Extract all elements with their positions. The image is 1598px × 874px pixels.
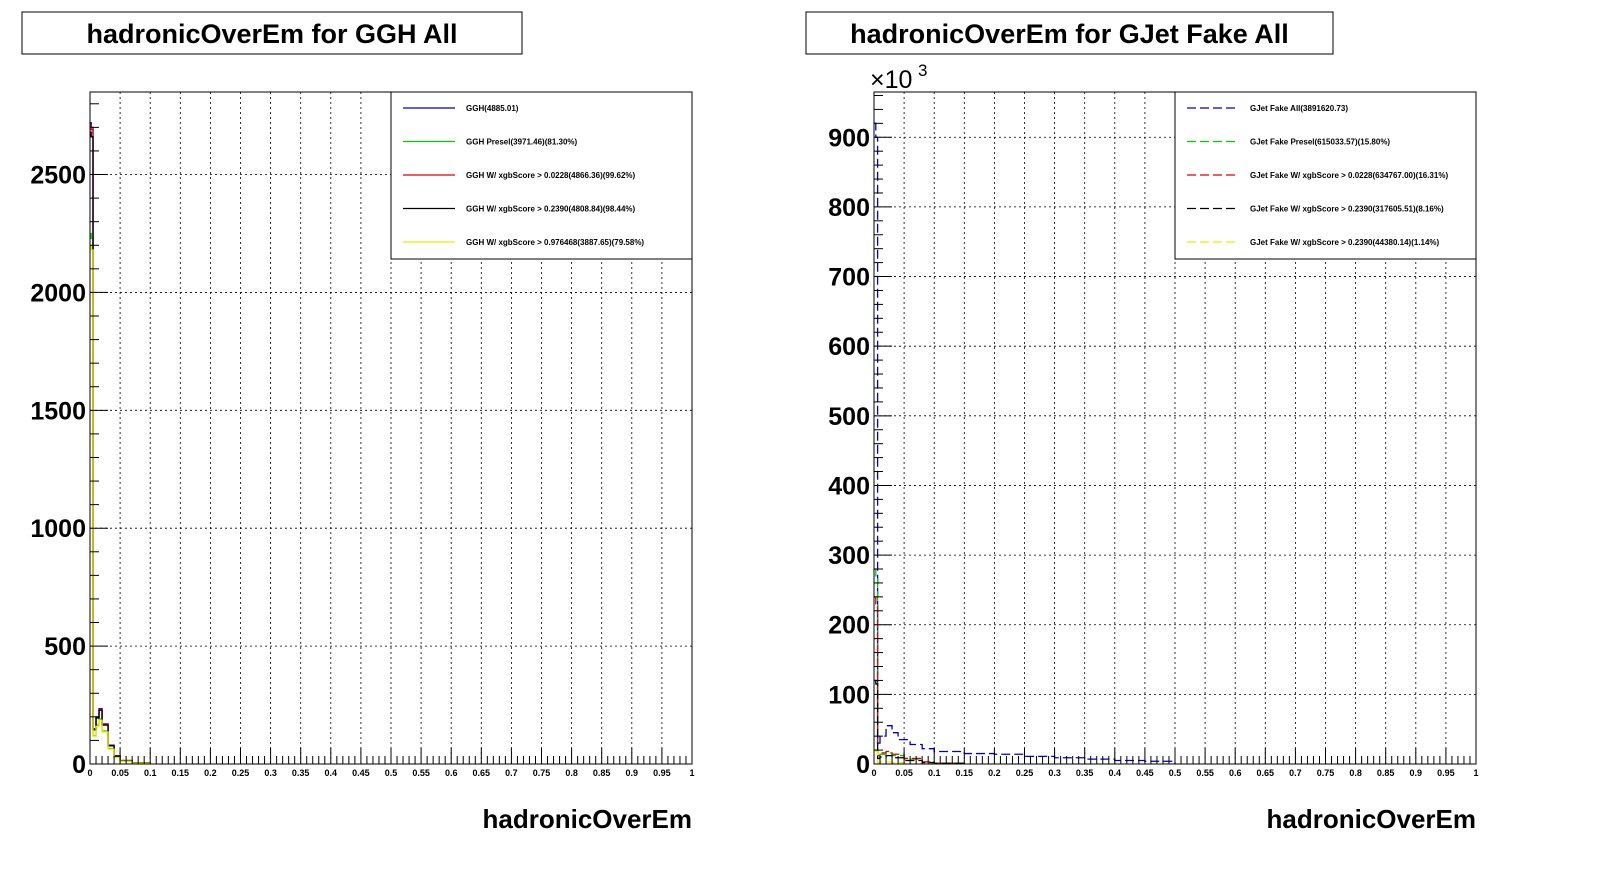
x-tick-label: 0.8 — [565, 768, 578, 778]
y-tick-label: 300 — [828, 542, 870, 570]
y-axis: 0 500 1000 1500 2000 2500 — [30, 103, 108, 779]
legend-entry: GGH W/ xgbScore > 0.2390(4808.84)(98.44%… — [466, 205, 636, 214]
x-tick-label: 0.6 — [1229, 768, 1242, 778]
y-tick-label: 500 — [44, 633, 86, 661]
y-tick-label: 200 — [828, 612, 870, 640]
chart-title: hadronicOverEm for GJet Fake All — [850, 19, 1289, 49]
y-tick-label: 0 — [72, 751, 86, 779]
legend-entry: GJet Fake W/ xgbScore > 0.2390(44380.14)… — [1250, 238, 1440, 247]
x-tick-label: 0.25 — [232, 768, 250, 778]
y-multiplier-exponent: 3 — [918, 61, 927, 80]
x-tick-label: 0.3 — [264, 768, 277, 778]
y-axis: 0 100 200 300 400 500 600 700 800 900 — [828, 94, 892, 779]
y-tick-label: 1000 — [30, 515, 86, 543]
y-tick-label: 2000 — [30, 279, 86, 307]
x-tick-label: 0.4 — [1109, 768, 1122, 778]
x-tick-label: 0.15 — [956, 768, 974, 778]
legend-entry: GJet Fake W/ xgbScore > 0.0228(634767.00… — [1250, 171, 1448, 180]
legend-entry: GGH Presel(3971.46)(81.30%) — [466, 138, 578, 147]
x-tick-label: 0.75 — [1317, 768, 1335, 778]
x-tick-label: 0.35 — [1076, 768, 1094, 778]
x-tick-label: 0.8 — [1349, 768, 1362, 778]
chart-title-box — [21, 11, 523, 55]
x-tick-label: 0 — [87, 768, 92, 778]
x-tick-label: 1 — [1473, 768, 1478, 778]
x-tick-label: 0.3 — [1048, 768, 1061, 778]
x-tick-label: 0.6 — [445, 768, 458, 778]
x-axis: 0 0.05 0.1 0.15 0.2 0.25 0.3 0.35 0.4 0.45 0.5 0.55… — [87, 748, 695, 778]
x-tick-label: 0.55 — [1196, 768, 1214, 778]
y-tick-label: 0 — [856, 751, 870, 779]
x-tick-label: 0.15 — [172, 768, 190, 778]
x-tick-label: 0.2 — [204, 768, 217, 778]
chart-2: hadronicOverEm for GJet Fake All 0 0.05 0.1… — [805, 11, 1479, 834]
series-line-2 — [874, 568, 965, 764]
x-tick-label: 0.5 — [385, 768, 398, 778]
legend-entry: GJet Fake All(3891620.73) — [1250, 104, 1348, 113]
x-tick-label: 0.7 — [505, 768, 518, 778]
y-tick-label: 1500 — [30, 397, 86, 425]
x-tick-label: 0.25 — [1016, 768, 1034, 778]
x-tick-label: 0.75 — [533, 768, 551, 778]
y-tick-label: 400 — [828, 472, 870, 500]
y-tick-label: 800 — [828, 194, 870, 222]
x-tick-label: 0.45 — [1136, 768, 1154, 778]
legend-entry: GJet Fake W/ xgbScore > 0.2390(317605.51… — [1250, 205, 1444, 214]
series-line-5 — [90, 244, 151, 764]
chart-title-box — [805, 11, 1334, 55]
legend-entry: GGH(4885.01) — [466, 104, 519, 113]
legend-entry: GGH W/ xgbScore > 0.0228(4866.36)(99.62%… — [466, 171, 636, 180]
x-tick-label: 0.65 — [1257, 768, 1275, 778]
x-tick-label: 0.1 — [928, 768, 941, 778]
x-tick-label: 0.9 — [1410, 768, 1423, 778]
x-axis: 0 0.05 0.1 0.15 0.2 0.25 0.3 0.35 0.4 0.45 0.5 0.55… — [871, 748, 1479, 778]
x-tick-label: 0.05 — [111, 768, 129, 778]
x-tick-label: 0.9 — [626, 768, 639, 778]
legend-entry: GGH W/ xgbScore > 0.976468(3887.65)(79.5… — [466, 238, 644, 247]
y-tick-label: 100 — [828, 681, 870, 709]
y-tick-label: 900 — [828, 124, 870, 152]
x-tick-label: 0.05 — [895, 768, 913, 778]
legend: GGH(4885.01) GGH Presel(3971.46)(81.30%) G… — [390, 91, 693, 260]
x-tick-label: 0.7 — [1289, 768, 1302, 778]
chart-title: hadronicOverEm for GGH All — [86, 19, 457, 49]
x-tick-label: 0.4 — [325, 768, 338, 778]
x-axis-label: hadronicOverEm — [1266, 804, 1476, 834]
x-tick-label: 0.95 — [1437, 768, 1455, 778]
x-tick-label: 0.95 — [653, 768, 671, 778]
x-tick-label: 0.5 — [1169, 768, 1182, 778]
x-tick-label: 0.2 — [988, 768, 1001, 778]
legend-box — [1174, 91, 1477, 260]
y-tick-label: 500 — [828, 403, 870, 431]
legend: GJet Fake All(3891620.73) GJet Fake Prese… — [1174, 91, 1477, 260]
series-line-5 — [874, 749, 905, 764]
y-tick-label: 700 — [828, 264, 870, 292]
x-tick-label: 0.55 — [412, 768, 430, 778]
x-tick-label: 0.35 — [292, 768, 310, 778]
y-tick-label: 2500 — [30, 162, 86, 190]
x-axis-label: hadronicOverEm — [482, 804, 692, 834]
x-tick-label: 1 — [689, 768, 694, 778]
x-tick-label: 0.45 — [352, 768, 370, 778]
series-line-3 — [874, 596, 965, 764]
x-tick-label: 0.1 — [144, 768, 157, 778]
y-multiplier: ×10 — [870, 66, 912, 94]
x-tick-label: 0.65 — [473, 768, 491, 778]
y-tick-label: 600 — [828, 333, 870, 361]
chart-1: hadronicOverEm for GGH All 0 0.05 0.1 0.15 0.… — [21, 11, 695, 834]
x-tick-label: 0.85 — [593, 768, 611, 778]
x-tick-label: 0 — [871, 768, 876, 778]
x-tick-label: 0.85 — [1377, 768, 1395, 778]
legend-entry: GJet Fake Presel(615033.57)(15.80%) — [1250, 138, 1390, 147]
